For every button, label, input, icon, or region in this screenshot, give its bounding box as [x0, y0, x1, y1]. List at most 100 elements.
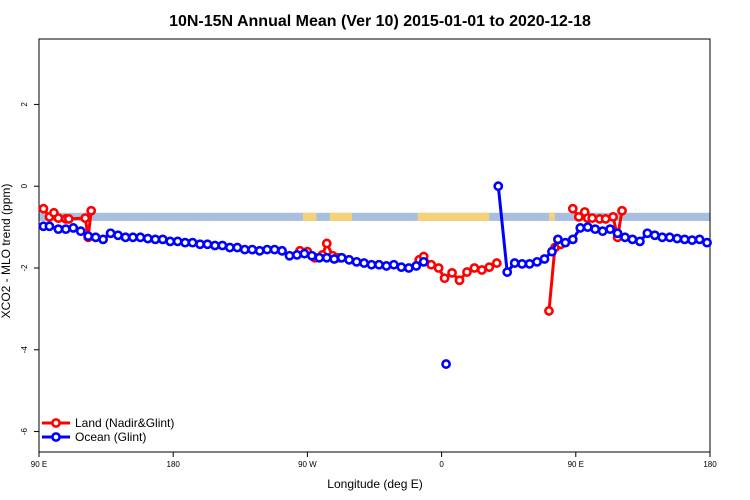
ocean-data-point	[560, 237, 571, 248]
ocean-data-point	[60, 224, 71, 235]
ocean-data-point	[441, 359, 451, 369]
land-band-segment	[329, 212, 353, 221]
x-tick-label: 90 E	[568, 460, 584, 469]
surface-band	[39, 212, 710, 221]
ocean-data-point	[509, 258, 520, 268]
land-data-point	[587, 213, 598, 224]
land-data-point	[567, 203, 578, 214]
ocean-data-point	[172, 236, 183, 247]
ocean-data-point	[254, 245, 265, 256]
ocean-data-point	[635, 236, 645, 247]
land-data-point	[433, 263, 444, 273]
ocean-data-point	[75, 226, 86, 237]
x-axis-label: Longitude (deg E)	[327, 477, 422, 491]
ocean-data-point	[642, 228, 653, 239]
ocean-data-point	[329, 254, 340, 264]
land-data-point	[63, 214, 74, 224]
ocean-data-point	[366, 259, 377, 270]
ocean-data-point	[277, 245, 287, 256]
ocean-data-point	[187, 237, 198, 248]
land-band-segment	[417, 212, 490, 221]
land-data-point	[53, 213, 64, 224]
ocean-data-point	[351, 256, 362, 267]
y-tick-label: -4	[20, 346, 29, 354]
ocean-data-point	[627, 234, 638, 245]
ocean-data-point	[105, 228, 116, 239]
ocean-data-point	[195, 239, 205, 250]
ocean-data-point	[388, 259, 399, 270]
ocean-data-point	[224, 242, 235, 253]
ocean-data-point	[553, 234, 563, 245]
land-data-point	[80, 213, 91, 224]
ocean-data-point	[98, 234, 109, 245]
ocean-data-point	[44, 221, 55, 232]
ocean-data-point	[582, 222, 593, 232]
ocean-data-point	[403, 263, 414, 273]
legend-ocean-label: Ocean (Glint)	[75, 430, 146, 444]
ocean-data-point	[502, 267, 513, 277]
chart-title: 10N-15N Annual Mean (Ver 10) 2015-01-01 …	[169, 13, 591, 30]
x-tick-label: 90 W	[298, 460, 317, 469]
ocean-data-point	[702, 237, 712, 248]
ocean-data-point	[284, 250, 295, 261]
land-data-point	[608, 211, 618, 222]
ocean-data-point	[83, 231, 94, 241]
land-data-point	[439, 273, 450, 284]
plot-area: 90 E 180 90 W 0 90 E 180 2 0 -2 -4 -6 Land (Nadir&G…	[20, 38, 717, 469]
x-tick-label: 0	[439, 460, 444, 469]
ocean-data-point	[321, 252, 332, 263]
ocean-data-point	[539, 254, 550, 264]
y-tick-label: 2	[20, 102, 29, 107]
ocean-data-point	[381, 261, 392, 271]
land-data-point	[462, 267, 472, 277]
x-tick-label: 180	[167, 460, 181, 469]
ocean-data-point	[202, 239, 213, 250]
ocean-data-point	[694, 234, 705, 245]
ocean-data-point	[374, 259, 384, 270]
x-tick-label: 180	[703, 460, 717, 469]
ocean-data-point	[359, 258, 369, 268]
land-data-point	[617, 205, 627, 216]
ocean-data-point	[306, 250, 317, 261]
ocean-data-point	[547, 246, 557, 257]
land-data-point	[447, 267, 457, 278]
ocean-data-point	[612, 228, 623, 239]
land-data-point	[600, 214, 611, 224]
ocean-data-point	[292, 250, 302, 260]
ocean-data-point	[664, 232, 675, 243]
y-tick-label: 0	[20, 183, 29, 188]
land-band-segment	[302, 212, 317, 221]
ocean-data-point	[344, 254, 355, 265]
plot-frame	[38, 38, 711, 453]
ocean-data-point	[590, 224, 601, 235]
land-data-point	[491, 258, 502, 268]
ocean-data-point	[336, 252, 347, 263]
ocean-data-point	[567, 234, 578, 245]
ocean-data-point	[262, 244, 273, 255]
ocean-data-point	[605, 224, 615, 235]
land-data-point	[38, 203, 49, 214]
ocean-data-point	[180, 237, 191, 248]
land-band-segment	[548, 212, 555, 221]
land-data-point	[544, 306, 554, 316]
ocean-data-point	[418, 256, 429, 267]
ocean-data-point	[396, 262, 407, 273]
ocean-data-point	[687, 235, 698, 246]
land-data-point	[86, 205, 97, 216]
land-data-point	[469, 263, 480, 273]
ocean-data-point	[217, 240, 228, 251]
ocean-data-point	[314, 252, 325, 263]
land-data-point	[321, 238, 332, 249]
legend-land-label: Land (Nadir&Glint)	[75, 416, 174, 430]
ocean-data-point	[517, 259, 528, 269]
legend-land-marker	[51, 418, 61, 428]
ocean-data-point	[239, 244, 250, 255]
ocean-data-point	[299, 248, 310, 259]
land-data-point	[426, 259, 437, 270]
ocean-data-point	[53, 224, 64, 235]
ocean-data-point	[524, 259, 535, 269]
ocean-data-point	[128, 232, 138, 243]
land-data-point	[573, 211, 584, 222]
legend-ocean-marker	[51, 432, 61, 442]
ocean-data-point	[575, 223, 586, 233]
